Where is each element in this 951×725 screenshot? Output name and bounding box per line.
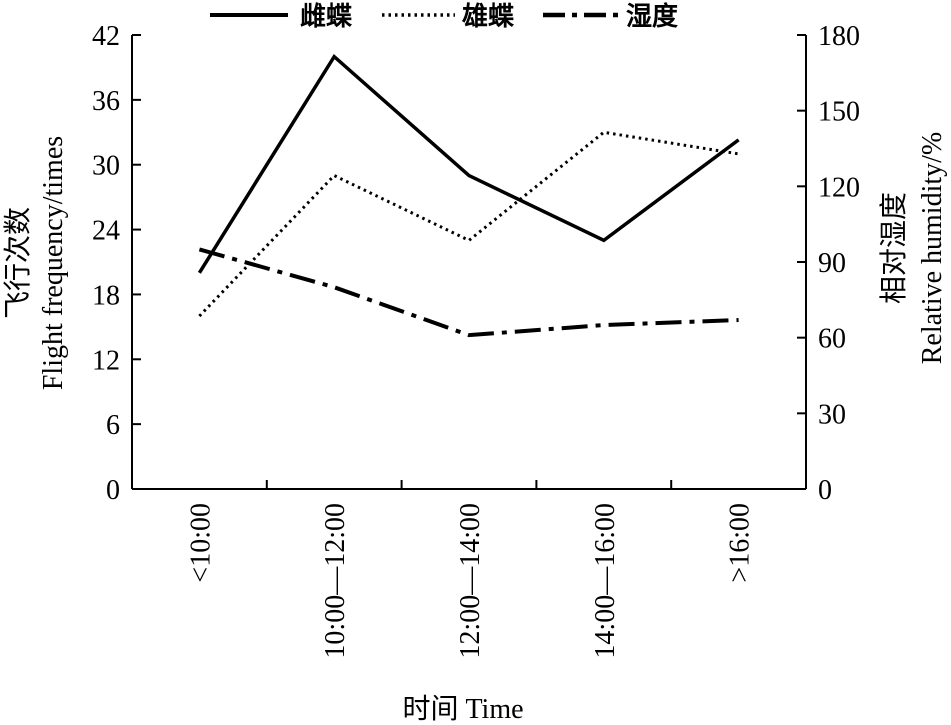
- legend: 雌蝶 雄蝶 湿度: [210, 1, 678, 32]
- left-tick-label: 42: [92, 21, 120, 52]
- right-axis-title-cn: 相对湿度: [878, 192, 910, 304]
- right-tick-label: 90: [818, 248, 846, 279]
- right-tick-label: 0: [818, 475, 832, 506]
- x-axis-ticks: <10:00 10:00—12:00 12:00—14:00 14:00—16:00 >…: [185, 480, 756, 659]
- legend-label: 湿度: [626, 1, 678, 32]
- right-tick-label: 180: [818, 21, 860, 52]
- left-tick-label: 24: [92, 216, 120, 247]
- left-tick-label: 36: [92, 86, 120, 117]
- x-axis-title: 时间 Time: [402, 693, 523, 725]
- left-tick-label: 30: [92, 151, 120, 182]
- left-axis-title-cn: 飞行次数: [2, 207, 34, 319]
- series-lines: [197, 53, 740, 338]
- right-tick-label: 150: [818, 97, 860, 128]
- series-line-solid: [197, 53, 740, 274]
- left-axis-title-en: Flight frequency/times: [38, 136, 69, 390]
- left-tick-label: 12: [92, 345, 120, 376]
- right-tick-label: 120: [818, 172, 860, 203]
- right-tick-label: 30: [818, 399, 846, 430]
- right-axis-title-en: Relative humidity/%: [917, 132, 948, 365]
- series-line-dashdot: [198, 247, 739, 338]
- legend-label: 雌蝶: [300, 1, 353, 32]
- right-tick-label: 60: [818, 324, 846, 355]
- left-axis-ticks: 0 6 12 18 24 30 36 42: [92, 21, 141, 506]
- axis-titles: 时间 Time 飞行次数 Flight frequency/times 相对湿度 Rel…: [2, 132, 948, 725]
- x-tick-label: 12:00—14:00: [455, 503, 486, 659]
- x-tick-label: >16:00: [725, 503, 756, 583]
- left-tick-label: 18: [92, 280, 120, 311]
- left-tick-label: 0: [106, 475, 120, 506]
- legend-label: 雄蝶: [461, 2, 515, 32]
- right-axis-ticks: 0 30 60 90 120 150 180: [797, 21, 860, 506]
- x-tick-label: <10:00: [185, 503, 216, 583]
- x-tick-label: 14:00—16:00: [590, 503, 621, 659]
- axes: [131, 35, 807, 490]
- x-tick-label: 10:00—12:00: [320, 503, 351, 659]
- left-tick-label: 6: [106, 410, 120, 441]
- series-line-dotted: [198, 130, 739, 318]
